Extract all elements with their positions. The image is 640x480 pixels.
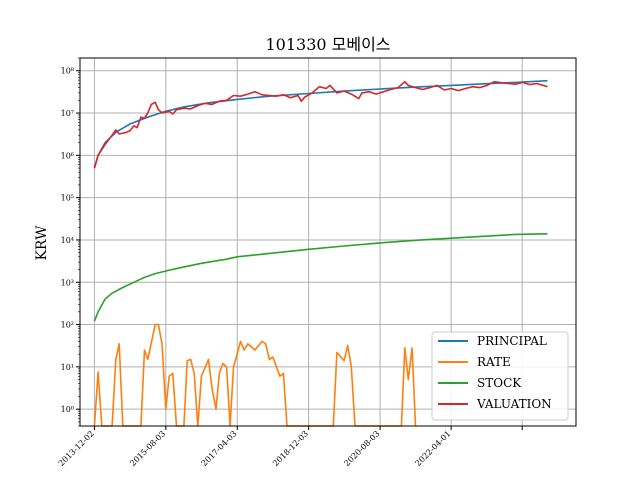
y-tick-label: 10⁵ — [61, 194, 74, 203]
y-tick-label: 10³ — [61, 278, 74, 287]
legend-box — [431, 331, 569, 421]
y-tick-label: 10⁶ — [61, 151, 74, 160]
plot-series — [93, 79, 548, 427]
series-line-rate — [93, 323, 417, 427]
y-axis-label: KRW — [34, 225, 50, 261]
y-tick-label: 10⁰ — [61, 405, 74, 414]
legend-label-valuation: VALUATION — [476, 397, 552, 411]
legend-label-rate: RATE — [477, 355, 511, 369]
series-line-valuation — [93, 80, 548, 169]
legend-label-principal: PRINCIPAL — [477, 334, 547, 348]
y-tick-label: 10⁷ — [61, 109, 74, 118]
y-axis-ticks: 10⁰ 10¹ 10² 10³ 10⁴ 10⁵ 10⁶ 10⁷ 10⁸ — [61, 57, 80, 427]
series-line-stock — [93, 233, 548, 322]
y-tick-label: 10⁸ — [61, 67, 74, 76]
y-tick-label: 10² — [61, 321, 74, 330]
y-tick-label: 10⁴ — [61, 236, 74, 245]
legend: PRINCIPAL RATE STOCK VALUATION — [431, 331, 569, 421]
series-line-principal — [93, 79, 548, 169]
y-tick-label: 10¹ — [61, 363, 74, 372]
chart-title: 101330 모베이스 — [265, 35, 390, 54]
legend-label-stock: STOCK — [477, 376, 522, 390]
